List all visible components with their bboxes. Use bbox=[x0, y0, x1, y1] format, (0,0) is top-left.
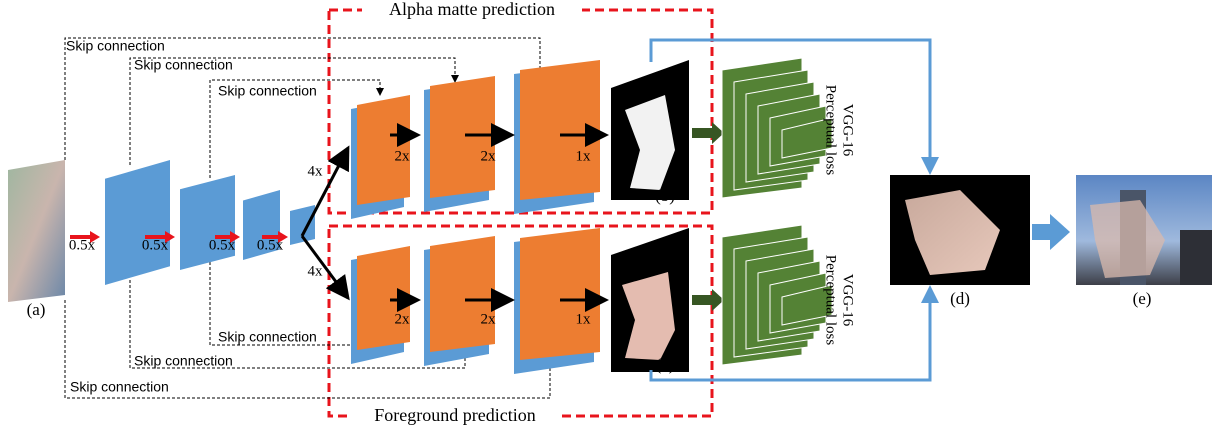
label: 4x bbox=[308, 163, 324, 179]
label: Skip connection bbox=[66, 38, 165, 54]
building bbox=[1180, 230, 1212, 285]
label: 2x bbox=[395, 311, 411, 327]
label: 0.5x bbox=[257, 237, 284, 253]
encoder-block bbox=[105, 160, 170, 285]
label: VGG-16 bbox=[840, 104, 856, 157]
label: (e) bbox=[1133, 289, 1152, 308]
label: 2x bbox=[481, 311, 497, 327]
big-arrow bbox=[1032, 214, 1070, 250]
label: (d) bbox=[950, 289, 970, 308]
input-image bbox=[8, 160, 65, 302]
architecture-diagram: Alpha matte prediction Foreground predict… bbox=[0, 0, 1219, 432]
label: Skip connection bbox=[218, 83, 317, 99]
label: 0.5x bbox=[209, 237, 236, 253]
dark-arrow bbox=[692, 122, 724, 144]
label: (b) bbox=[655, 186, 675, 205]
decoder-block bbox=[520, 228, 600, 360]
label: Foreground prediction bbox=[374, 405, 535, 425]
label: Skip connection bbox=[134, 57, 233, 73]
label: 2x bbox=[395, 148, 411, 164]
label: 0.5x bbox=[142, 237, 169, 253]
encoder-block bbox=[180, 175, 235, 270]
decoder-block bbox=[520, 60, 600, 200]
label: 0.5x bbox=[69, 237, 96, 253]
label: Skip connection bbox=[218, 329, 317, 345]
dark-arrow bbox=[692, 289, 724, 311]
label: Perceptual loss bbox=[823, 85, 839, 176]
label: Alpha matte prediction bbox=[389, 0, 555, 19]
label: 1x bbox=[576, 148, 592, 164]
label: 1x bbox=[576, 311, 592, 327]
decoder-block bbox=[357, 246, 410, 350]
decoder-block bbox=[430, 236, 495, 352]
branch-arrow bbox=[302, 148, 348, 236]
label: (a) bbox=[27, 300, 46, 319]
label: VGG-16 bbox=[840, 274, 856, 327]
label: 2x bbox=[481, 148, 497, 164]
label: 4x bbox=[308, 263, 324, 279]
label: Perceptual loss bbox=[823, 255, 839, 346]
label: (c) bbox=[656, 355, 675, 374]
decoder-block bbox=[430, 76, 495, 198]
label: Skip connection bbox=[70, 379, 169, 395]
label: Skip connection bbox=[134, 353, 233, 369]
